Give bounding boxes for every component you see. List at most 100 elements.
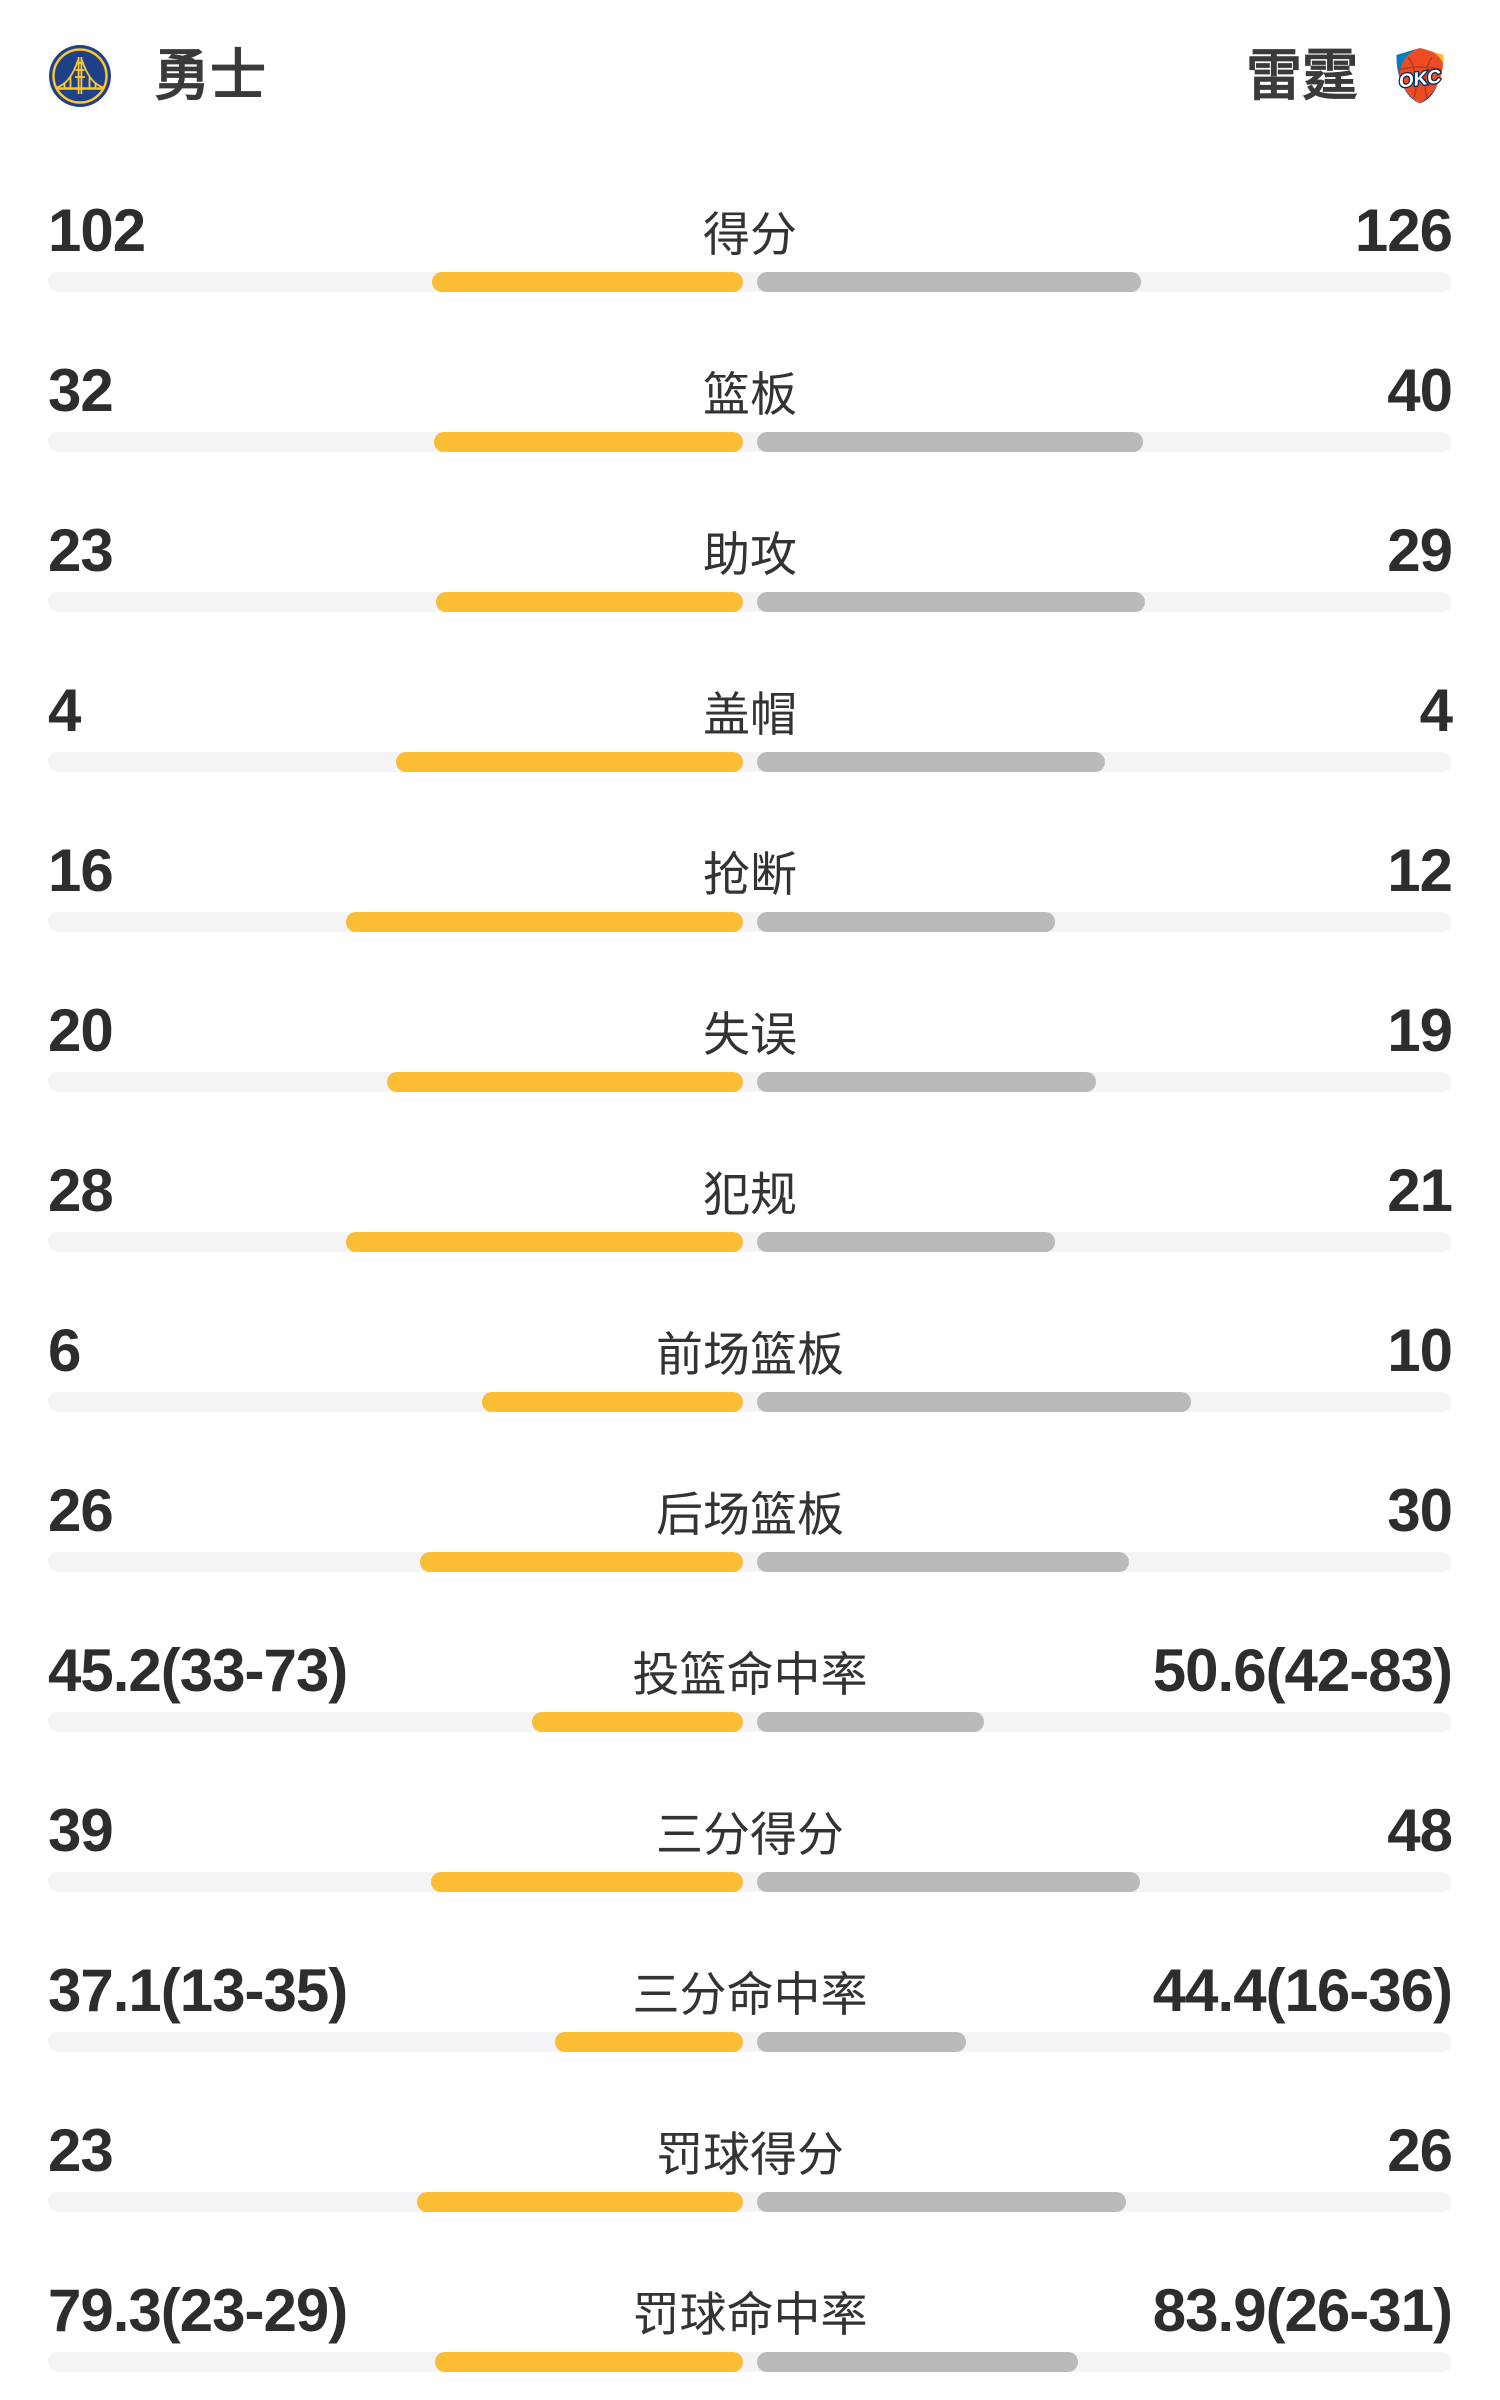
stat-row: 6 前场篮板 10 (48, 1314, 1453, 1412)
stat-values: 39 三分得分 48 (48, 1794, 1453, 1866)
home-stat-bar (386, 1072, 743, 1092)
stat-row: 23 罚球得分 26 (48, 2114, 1453, 2212)
away-stat-value: 83.9(26-31) (1152, 2276, 1453, 2344)
home-stat-bar (434, 2352, 743, 2372)
stat-bar-track (48, 592, 1452, 612)
away-stat-value: 44.4(16-36) (1152, 1956, 1453, 2024)
stat-bar-track (48, 2192, 1452, 2212)
stat-values: 4 盖帽 4 (48, 674, 1453, 746)
stat-row: 28 犯规 21 (48, 1154, 1453, 1252)
stat-row: 26 后场篮板 30 (48, 1474, 1453, 1572)
stat-row: 79.3(23-29) 罚球命中率 83.9(26-31) (48, 2274, 1453, 2372)
stat-label: 抢断 (703, 847, 797, 901)
away-stat-bar (757, 1232, 1055, 1252)
stat-row: 45.2(33-73) 投篮命中率 50.6(42-83) (48, 1634, 1453, 1732)
away-stat-bar (757, 752, 1105, 772)
warriors-logo-icon (49, 45, 111, 107)
home-team-header[interactable]: 勇士 (48, 44, 266, 108)
home-stat-value: 4 (48, 676, 81, 744)
away-stat-value: 21 (1387, 1156, 1453, 1224)
away-stat-bar (757, 2032, 967, 2052)
stat-bar-track (48, 1232, 1452, 1252)
stat-label: 得分 (703, 207, 797, 261)
home-stat-bar (416, 2192, 743, 2212)
away-stat-value: 10 (1387, 1316, 1453, 1384)
stat-label: 盖帽 (703, 687, 797, 741)
away-stat-bar (757, 912, 1055, 932)
away-stat-bar (757, 432, 1144, 452)
stat-row: 39 三分得分 48 (48, 1794, 1453, 1892)
home-stat-value: 26 (48, 1476, 114, 1544)
away-stat-bar (757, 1872, 1141, 1892)
stat-row: 16 抢断 12 (48, 834, 1453, 932)
stat-label: 前场篮板 (656, 1327, 844, 1381)
home-stat-bar (434, 432, 743, 452)
home-stat-bar (420, 1552, 743, 1572)
away-stat-value: 12 (1387, 836, 1453, 904)
away-team-name: 雷霆 (1246, 44, 1358, 107)
away-stat-bar (757, 1712, 984, 1732)
stat-values: 37.1(13-35) 三分命中率 44.4(16-36) (48, 1954, 1453, 2026)
stat-label: 犯规 (703, 1167, 797, 1221)
stat-values: 32 篮板 40 (48, 354, 1453, 426)
thunder-logo-icon: OKC (1394, 45, 1446, 107)
stat-row: 102 得分 126 (48, 194, 1453, 292)
stat-bar-track (48, 1872, 1452, 1892)
home-stat-bar (554, 2032, 743, 2052)
home-stat-bar (432, 272, 743, 292)
home-stat-value: 20 (48, 996, 114, 1064)
home-stat-value: 45.2(33-73) (48, 1636, 348, 1704)
home-stat-value: 79.3(23-29) (48, 2276, 348, 2344)
away-stat-value: 50.6(42-83) (1152, 1636, 1453, 1704)
stat-values: 26 后场篮板 30 (48, 1474, 1453, 1546)
away-stat-value: 19 (1387, 996, 1453, 1064)
stat-label: 投篮命中率 (632, 1647, 868, 1701)
away-stat-bar (757, 1552, 1130, 1572)
away-stat-value: 40 (1387, 356, 1453, 424)
stat-row: 20 失误 19 (48, 994, 1453, 1092)
stat-row: 37.1(13-35) 三分命中率 44.4(16-36) (48, 1954, 1453, 2052)
svg-text:OKC: OKC (1399, 66, 1441, 92)
away-team-header[interactable]: 雷霆 OKC (1246, 44, 1452, 108)
stat-bar-track (48, 2352, 1452, 2372)
home-stat-value: 23 (48, 516, 114, 584)
away-stat-bar (757, 1072, 1096, 1092)
home-stat-value: 37.1(13-35) (48, 1956, 348, 2024)
stat-label: 罚球得分 (656, 2127, 844, 2181)
home-stat-bar (435, 592, 743, 612)
stat-label: 失误 (703, 1007, 797, 1061)
stat-label: 后场篮板 (656, 1487, 844, 1541)
home-stat-value: 6 (48, 1316, 81, 1384)
home-stat-value: 16 (48, 836, 114, 904)
away-stat-bar (757, 1392, 1192, 1412)
stat-bar-track (48, 2032, 1452, 2052)
stat-row: 32 篮板 40 (48, 354, 1453, 452)
stat-bar-track (48, 1552, 1452, 1572)
stat-bar-track (48, 432, 1452, 452)
stat-label: 助攻 (703, 527, 797, 581)
away-stat-value: 26 (1387, 2116, 1453, 2184)
stat-values: 6 前场篮板 10 (48, 1314, 1453, 1386)
home-stat-value: 23 (48, 2116, 114, 2184)
stat-label: 三分命中率 (632, 1967, 868, 2021)
stat-bar-track (48, 1392, 1452, 1412)
stat-label: 罚球命中率 (632, 2287, 868, 2341)
stat-row: 23 助攻 29 (48, 514, 1453, 612)
home-stat-value: 39 (48, 1796, 114, 1864)
stat-bar-track (48, 912, 1452, 932)
away-stat-value: 126 (1354, 196, 1453, 264)
home-stat-value: 32 (48, 356, 114, 424)
away-stat-value: 48 (1387, 1796, 1453, 1864)
home-stat-bar (345, 912, 743, 932)
stat-values: 28 犯规 21 (48, 1154, 1453, 1226)
away-stat-value: 30 (1387, 1476, 1453, 1544)
stat-bar-track (48, 1072, 1452, 1092)
stat-values: 102 得分 126 (48, 194, 1453, 266)
home-stat-bar (482, 1392, 743, 1412)
home-team-name: 勇士 (154, 44, 266, 107)
home-stat-bar (431, 1872, 743, 1892)
stat-bar-track (48, 1712, 1452, 1732)
stat-values: 16 抢断 12 (48, 834, 1453, 906)
away-stat-bar (757, 272, 1142, 292)
